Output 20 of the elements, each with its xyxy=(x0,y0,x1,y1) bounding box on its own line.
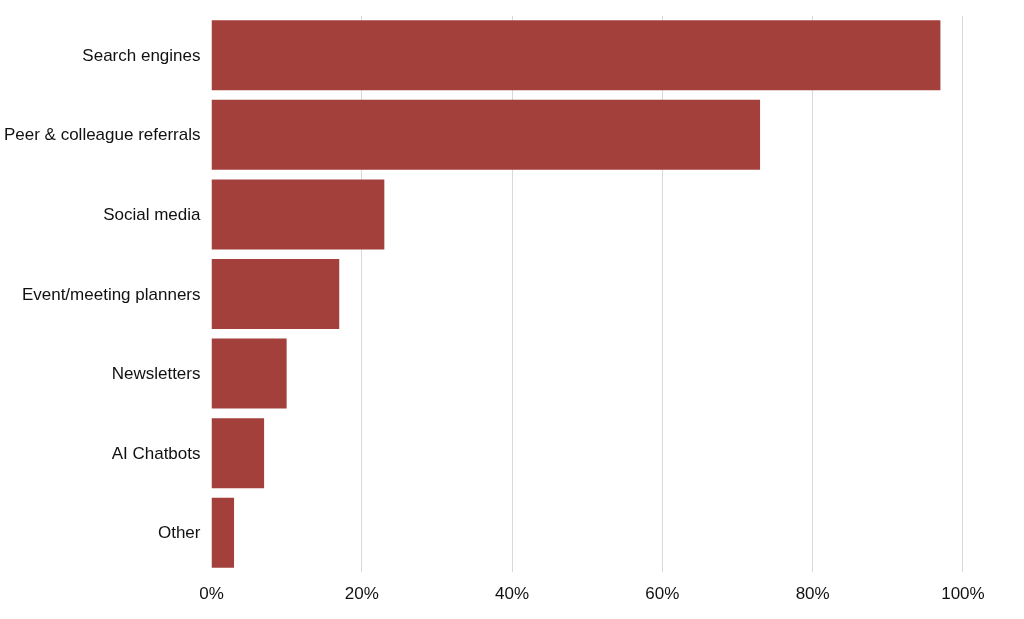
x-tick-label: 60% xyxy=(645,583,680,603)
x-tick-label: 100% xyxy=(941,583,985,603)
x-tick-label: 20% xyxy=(344,583,379,603)
y-tick-label: Event/meeting planners xyxy=(21,284,201,304)
y-tick-label: Social media xyxy=(103,204,202,224)
y-tick-label: Newsletters xyxy=(111,364,201,384)
bar xyxy=(211,338,287,409)
x-tick-label: 40% xyxy=(495,583,530,603)
bar xyxy=(211,258,340,330)
x-tick-label: 80% xyxy=(795,583,830,603)
bar xyxy=(211,497,235,568)
bar xyxy=(211,99,761,170)
y-tick-label: AI Chatbots xyxy=(111,443,201,463)
y-tick-label: Peer & colleague referrals xyxy=(3,125,201,145)
y-tick-label: Search engines xyxy=(82,45,201,65)
bar xyxy=(211,418,265,489)
bar xyxy=(211,20,941,91)
y-tick-label: Other xyxy=(157,523,201,543)
x-tick-label: 0% xyxy=(199,583,224,603)
bar xyxy=(211,179,385,250)
